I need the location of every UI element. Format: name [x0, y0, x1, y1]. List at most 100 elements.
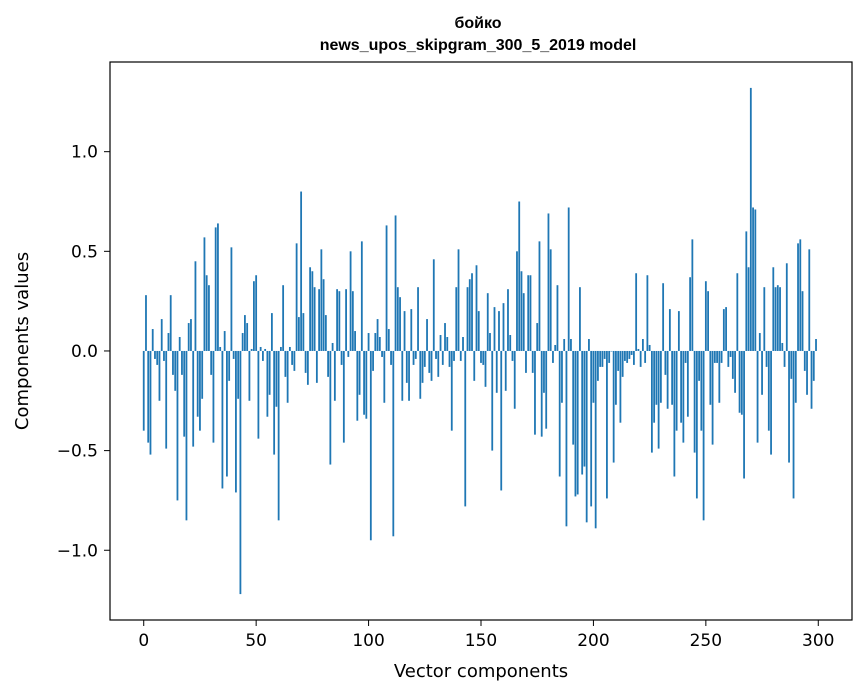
bar-21	[190, 319, 192, 351]
bar-222	[641, 339, 644, 351]
bar-223	[644, 350, 647, 363]
bar-290	[794, 350, 797, 403]
bar-98	[363, 350, 365, 415]
bar-10	[165, 350, 168, 449]
bar-2	[147, 350, 150, 443]
bar-278	[767, 350, 770, 431]
bar-191	[572, 350, 575, 445]
bar-237	[675, 350, 678, 431]
bar-72	[304, 350, 307, 373]
bar-69	[297, 317, 300, 351]
bar-256	[718, 350, 721, 403]
bar-210	[615, 350, 617, 405]
bar-51	[257, 350, 260, 439]
bar-12	[169, 295, 172, 351]
bar-131	[437, 350, 440, 377]
bar-22	[192, 350, 195, 447]
bar-155	[491, 350, 494, 451]
bar-160	[502, 303, 505, 351]
bar-183	[554, 344, 557, 351]
bar-242	[686, 350, 689, 417]
bar-297	[810, 350, 813, 409]
bar-153	[486, 293, 489, 351]
bar-270	[749, 87, 752, 351]
bar-86	[336, 289, 338, 351]
bar-178	[543, 350, 545, 393]
bar-126	[426, 319, 428, 351]
bar-92	[349, 251, 352, 351]
bar-145	[468, 279, 471, 351]
bar-78	[318, 289, 321, 351]
bar-271	[752, 207, 754, 351]
bar-39	[230, 247, 233, 351]
bar-188	[565, 350, 568, 527]
bar-90	[345, 289, 347, 351]
bar-27	[203, 237, 206, 351]
bar-213	[621, 350, 624, 377]
bar-254	[713, 350, 716, 363]
bar-37	[226, 350, 228, 477]
bar-138	[453, 350, 455, 361]
bar-63	[284, 350, 287, 377]
bar-257	[720, 350, 723, 363]
bar-246	[695, 350, 698, 499]
bar-110	[390, 350, 392, 365]
bar-226	[650, 350, 653, 453]
bar-166	[516, 251, 518, 351]
bar-260	[727, 350, 730, 367]
bar-208	[610, 350, 613, 352]
bar-195	[581, 350, 584, 475]
bar-151	[482, 350, 485, 365]
bar-141	[459, 350, 462, 361]
bar-66	[291, 350, 294, 365]
bar-221	[639, 350, 642, 367]
bar-214	[624, 350, 626, 361]
bar-265	[738, 350, 741, 413]
bar-13	[172, 350, 174, 375]
y-tick-label: 1.0	[71, 143, 98, 163]
bar-127	[428, 350, 431, 373]
bar-7	[158, 350, 161, 401]
bar-82	[327, 350, 329, 377]
bar-96	[358, 350, 361, 395]
bar-97	[360, 241, 363, 351]
bar-60	[277, 350, 280, 521]
chart-title-line2: news_upos_skipgram_300_5_2019 model	[320, 37, 637, 54]
bar-4	[151, 329, 154, 351]
bar-3	[149, 350, 152, 455]
bar-288	[790, 350, 793, 379]
bar-103	[374, 333, 377, 351]
bar-74	[309, 267, 312, 351]
y-tick-label: −0.5	[57, 442, 98, 462]
y-axis-ticks: −1.0 −0.5 0.0 0.5 1.0	[57, 143, 110, 561]
bar-137	[450, 350, 453, 431]
bar-207	[608, 350, 611, 363]
bar-34	[219, 346, 222, 351]
bar-41	[235, 350, 237, 493]
bar-143	[464, 350, 467, 507]
bar-18	[183, 350, 186, 437]
bar-192	[574, 350, 577, 497]
bar-124	[421, 350, 424, 383]
bar-252	[709, 350, 712, 405]
bar-59	[275, 350, 278, 407]
bar-140	[457, 249, 460, 351]
bar-71	[302, 313, 305, 351]
bar-259	[725, 307, 727, 351]
bar-6	[156, 350, 159, 365]
bar-209	[612, 350, 615, 463]
bar-228	[655, 350, 658, 405]
bar-20	[187, 323, 190, 351]
bar-113	[396, 287, 399, 351]
bar-289	[792, 350, 795, 499]
x-tick-label: 300	[802, 631, 834, 651]
bar-273	[756, 350, 759, 443]
bar-235	[671, 350, 674, 405]
bar-212	[619, 350, 622, 423]
bar-8	[160, 319, 163, 351]
bar-142	[462, 337, 464, 351]
bar-285	[783, 350, 786, 367]
bar-281	[774, 287, 777, 351]
bar-230	[659, 350, 662, 403]
bar-291	[797, 243, 799, 351]
